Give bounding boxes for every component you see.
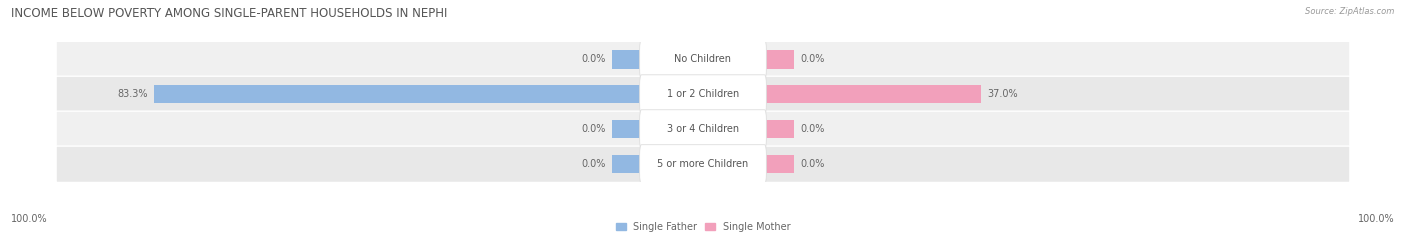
FancyBboxPatch shape — [56, 76, 1350, 113]
FancyBboxPatch shape — [56, 146, 1350, 182]
Text: 0.0%: 0.0% — [582, 159, 606, 169]
Legend: Single Father, Single Mother: Single Father, Single Mother — [612, 218, 794, 233]
Text: 100.0%: 100.0% — [11, 214, 48, 224]
Text: 0.0%: 0.0% — [582, 55, 606, 64]
Bar — [613, 155, 641, 173]
FancyBboxPatch shape — [56, 41, 1350, 78]
Bar — [613, 50, 641, 69]
Text: 0.0%: 0.0% — [800, 159, 824, 169]
FancyBboxPatch shape — [640, 40, 766, 79]
Text: 83.3%: 83.3% — [117, 89, 148, 99]
Text: 0.0%: 0.0% — [800, 124, 824, 134]
Bar — [155, 85, 641, 103]
Text: 3 or 4 Children: 3 or 4 Children — [666, 124, 740, 134]
Text: 37.0%: 37.0% — [987, 89, 1018, 99]
Text: 5 or more Children: 5 or more Children — [658, 159, 748, 169]
Text: INCOME BELOW POVERTY AMONG SINGLE-PARENT HOUSEHOLDS IN NEPHI: INCOME BELOW POVERTY AMONG SINGLE-PARENT… — [11, 7, 447, 20]
Bar — [765, 50, 793, 69]
FancyBboxPatch shape — [640, 110, 766, 149]
Bar — [613, 120, 641, 138]
FancyBboxPatch shape — [640, 145, 766, 184]
Text: 1 or 2 Children: 1 or 2 Children — [666, 89, 740, 99]
Text: 0.0%: 0.0% — [582, 124, 606, 134]
Bar — [765, 120, 793, 138]
Text: No Children: No Children — [675, 55, 731, 64]
Bar — [765, 85, 981, 103]
FancyBboxPatch shape — [640, 75, 766, 114]
FancyBboxPatch shape — [56, 111, 1350, 147]
Text: 100.0%: 100.0% — [1358, 214, 1395, 224]
Text: Source: ZipAtlas.com: Source: ZipAtlas.com — [1305, 7, 1395, 16]
Bar — [765, 155, 793, 173]
Text: 0.0%: 0.0% — [800, 55, 824, 64]
